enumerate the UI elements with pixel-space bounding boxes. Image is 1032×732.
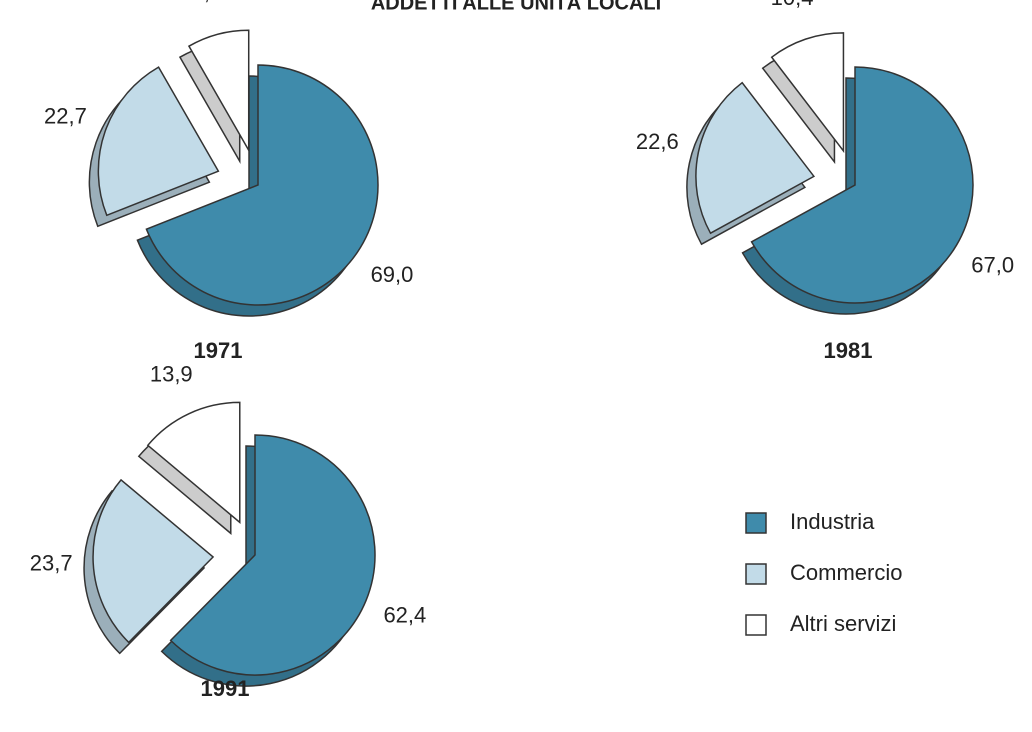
- legend-label: Altri servizi: [790, 611, 896, 636]
- pie-slice: [92, 478, 215, 644]
- data-label: 23,7: [30, 550, 73, 575]
- chart-title: ADDETTI ALLE UNITÀ LOCALI: [371, 0, 661, 14]
- pie-slice: [145, 64, 379, 306]
- data-label: 13,9: [150, 361, 193, 386]
- data-label: 67,0: [971, 252, 1014, 277]
- data-label: 69,0: [371, 262, 414, 287]
- data-label: 8,3: [192, 0, 223, 5]
- pie-slice: [169, 434, 376, 676]
- legend-swatch: [745, 563, 767, 585]
- legend-swatch: [745, 512, 767, 534]
- pie-slice: [146, 401, 241, 524]
- pie-slice: [750, 66, 974, 304]
- legend-label: Industria: [790, 509, 875, 534]
- pie-slice: [695, 81, 816, 235]
- data-label: 22,7: [44, 104, 87, 129]
- data-label: 62,4: [383, 602, 426, 627]
- pie-title: 1971: [194, 338, 243, 363]
- pie-slice: [770, 32, 845, 154]
- pie-title: 1981: [824, 338, 873, 363]
- pie-slice: [97, 66, 220, 217]
- legend-swatch: [745, 614, 767, 636]
- pie-slice: [187, 29, 250, 154]
- legend-label: Commercio: [790, 560, 902, 585]
- pie-title: 1991: [201, 676, 250, 701]
- data-label: 22,6: [636, 129, 679, 154]
- data-label: 10,4: [771, 0, 814, 10]
